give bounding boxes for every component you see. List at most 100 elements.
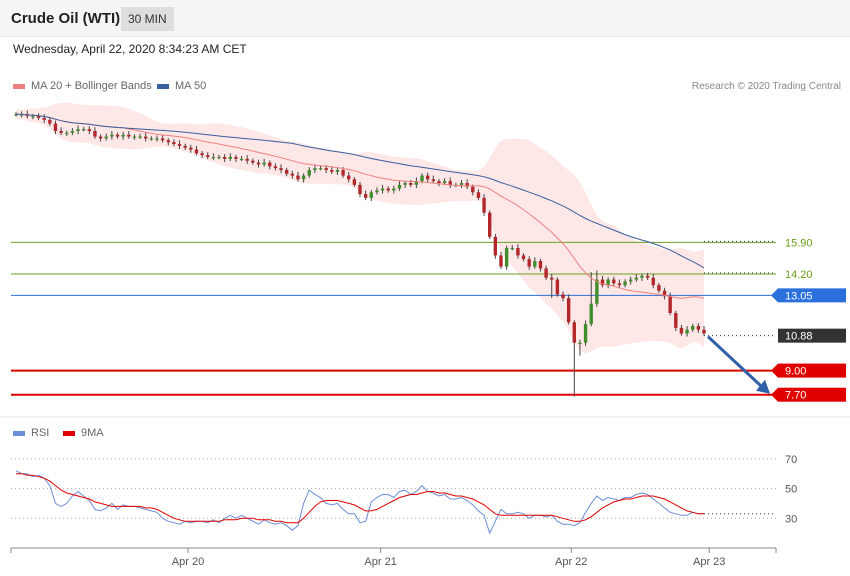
candle-body	[640, 275, 644, 278]
level-tag-9.00	[778, 363, 846, 378]
candle-body	[651, 277, 655, 286]
candle-body	[110, 134, 114, 137]
rsi-tick-50: 50	[785, 484, 797, 496]
candle-body	[363, 194, 368, 198]
candle-body	[160, 138, 165, 141]
candle-body	[414, 181, 419, 185]
candle-body	[409, 183, 413, 185]
ma50-line	[16, 113, 705, 269]
x-tick-label: Apr 22	[555, 556, 587, 568]
candle-body	[19, 114, 24, 116]
candle-body	[442, 181, 447, 183]
candle-body	[273, 166, 278, 169]
candle-body	[211, 157, 216, 159]
candle-body	[222, 157, 227, 159]
instrument-title: Crude Oil (WTI)	[11, 10, 121, 27]
rsi-ma-swatch	[63, 430, 75, 436]
candle-body	[239, 158, 244, 161]
candle-body	[544, 268, 548, 278]
level-label-15.90: 15.90	[785, 237, 813, 249]
candle-body	[81, 129, 86, 131]
last-price-tag	[778, 328, 846, 343]
candle-body	[347, 175, 351, 180]
candle-body	[301, 175, 306, 180]
candle-body	[583, 324, 588, 343]
candle-body	[657, 285, 661, 291]
candle-body	[561, 294, 565, 299]
candle-body	[245, 158, 249, 161]
candle-body	[166, 140, 170, 143]
candle-body	[59, 131, 63, 133]
candle-body	[104, 136, 108, 139]
candle-body	[262, 162, 266, 165]
level-pointer-13.05	[771, 288, 778, 303]
candle-body	[662, 290, 667, 297]
candle-body	[138, 136, 142, 138]
candle-body	[476, 192, 481, 198]
candle-body	[403, 183, 407, 185]
rsi-swatch	[13, 430, 25, 436]
candle-body	[98, 136, 103, 139]
ma20-swatch	[13, 83, 25, 89]
candle-body	[425, 175, 430, 180]
candle-body	[454, 184, 458, 187]
candle-body	[431, 179, 436, 182]
candle-body	[189, 147, 193, 150]
candle-body	[499, 255, 503, 267]
candle-body	[149, 138, 154, 140]
legend-rsi: RSI	[13, 427, 49, 439]
candle-body	[645, 275, 650, 278]
candle-body	[36, 116, 41, 118]
candle-body	[251, 160, 255, 163]
candle-body	[256, 162, 261, 165]
level-label-7.70: 7.70	[785, 390, 806, 402]
candle-body	[115, 134, 120, 137]
candle-body	[459, 183, 464, 185]
candle-body	[555, 279, 560, 295]
candle-body	[691, 326, 695, 330]
ma50-swatch	[157, 83, 169, 89]
candle-body	[93, 131, 97, 137]
candle-body	[290, 173, 295, 176]
candle-body	[127, 134, 131, 137]
candle-body	[335, 170, 340, 172]
candle-body	[341, 170, 345, 176]
candle-body	[76, 129, 80, 131]
candle-body	[397, 184, 402, 189]
candle-body	[296, 175, 300, 180]
candle-body	[617, 283, 622, 286]
candle-body	[42, 118, 46, 120]
candle-body	[504, 248, 509, 267]
candle-body	[448, 181, 452, 185]
candle-body	[600, 279, 605, 286]
level-pointer-9.00	[771, 363, 778, 378]
candle-body	[634, 277, 639, 280]
candle-body	[194, 149, 199, 154]
legend-ma20: MA 20 + Bollinger Bands	[13, 80, 152, 92]
candle-body	[696, 326, 701, 330]
legend-rsi-ma: 9MA	[63, 427, 104, 439]
candle-body	[352, 179, 357, 185]
x-tick-label: Apr 20	[172, 556, 204, 568]
timeframe-button[interactable]: 30 MIN	[121, 7, 174, 31]
candle-body	[566, 298, 571, 323]
candle-body	[324, 168, 328, 170]
candle-body	[527, 259, 531, 267]
candle-body	[14, 114, 18, 116]
candle-body	[279, 168, 283, 170]
candle-body	[70, 131, 75, 133]
candle-body	[144, 136, 148, 139]
candle-body	[172, 142, 176, 144]
candle-body	[668, 296, 672, 313]
candle-body	[578, 342, 582, 344]
candle-body	[572, 322, 576, 343]
candle-body	[234, 157, 238, 159]
candle-body	[380, 188, 385, 191]
level-tag-13.05	[778, 288, 846, 303]
candle-body	[550, 277, 554, 280]
candle-body	[516, 248, 520, 256]
candle-body	[268, 162, 272, 167]
candle-body	[606, 279, 610, 286]
level-pointer-7.70	[771, 387, 778, 402]
candle-body	[313, 168, 317, 170]
